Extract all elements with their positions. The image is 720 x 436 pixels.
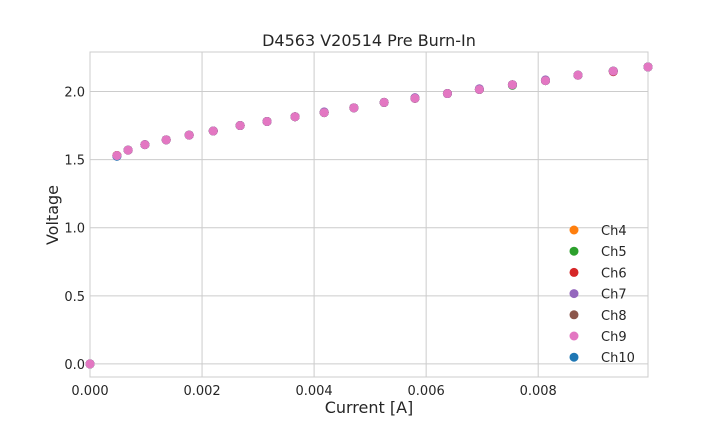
x-axis-label: Current [A]	[325, 398, 414, 417]
tick-labels: 0.000 0.002 0.004 0.006 0.008 0.0 0.5 1.0 1.5 2.0	[64, 86, 556, 399]
legend-marker-ch7	[569, 289, 579, 299]
data-point-ch9	[507, 80, 517, 90]
grid	[89, 52, 648, 377]
x-tick-label: 0.000	[71, 384, 108, 399]
data-point-ch9	[140, 140, 150, 150]
series-ch5	[85, 62, 653, 369]
legend-label-ch6: Ch6	[601, 266, 627, 281]
y-tick-label: 0.5	[64, 290, 85, 305]
y-axis-label: Voltage	[43, 185, 62, 245]
data-point-ch9	[319, 108, 329, 118]
data-point-ch9	[379, 97, 389, 107]
data-point-ch9	[573, 70, 583, 80]
data-point-ch9	[349, 103, 359, 113]
data-point-ch9	[540, 76, 550, 86]
series-ch7	[85, 62, 653, 369]
data-points	[85, 62, 653, 369]
legend-marker-ch5	[569, 246, 579, 256]
data-point-ch9	[474, 84, 484, 94]
data-point-ch9	[235, 121, 245, 131]
y-tick-label: 1.0	[64, 222, 85, 237]
series-ch10	[85, 62, 653, 369]
data-point-ch9	[262, 116, 272, 126]
legend-label-ch7: Ch7	[601, 288, 627, 303]
legend-label-ch5: Ch5	[601, 245, 627, 260]
plot-frame	[89, 51, 649, 378]
x-tick-label: 0.002	[183, 384, 220, 399]
y-tick-label: 1.5	[64, 154, 85, 169]
legend-label-ch9: Ch9	[601, 330, 627, 345]
series-ch6	[85, 62, 653, 369]
legend-label-ch4: Ch4	[601, 224, 627, 239]
legend-marker-ch9	[569, 331, 579, 341]
x-tick-label: 0.006	[408, 384, 445, 399]
data-point-ch9	[442, 89, 452, 99]
legend-marker-ch4	[569, 225, 579, 235]
data-point-ch9	[410, 93, 420, 103]
series-ch9	[85, 62, 653, 369]
legend-label-ch10: Ch10	[601, 351, 635, 366]
legend-marker-ch6	[569, 267, 579, 277]
legend-label-ch8: Ch8	[601, 309, 627, 324]
legend-marker-ch10	[569, 352, 579, 362]
data-point-ch9	[290, 112, 300, 122]
series-ch8	[85, 62, 653, 369]
data-point-ch9	[208, 126, 218, 136]
y-tick-label: 2.0	[64, 86, 85, 101]
data-point-ch9	[608, 66, 618, 76]
legend: Ch4 Ch5 Ch6 Ch7 Ch8 Ch9 Ch10	[569, 224, 635, 366]
series-ch4	[85, 62, 653, 369]
data-point-ch9	[123, 145, 133, 155]
data-point-ch9	[643, 62, 653, 72]
x-tick-label: 0.004	[295, 384, 332, 399]
data-point-ch9	[184, 130, 194, 140]
data-point-ch9	[112, 151, 122, 161]
chart-title: D4563 V20514 Pre Burn-In	[262, 31, 476, 50]
y-tick-label: 0.0	[64, 358, 85, 373]
legend-marker-ch8	[569, 310, 579, 320]
data-point-ch9	[85, 359, 95, 369]
x-tick-label: 0.008	[520, 384, 557, 399]
data-point-ch9	[161, 135, 171, 145]
